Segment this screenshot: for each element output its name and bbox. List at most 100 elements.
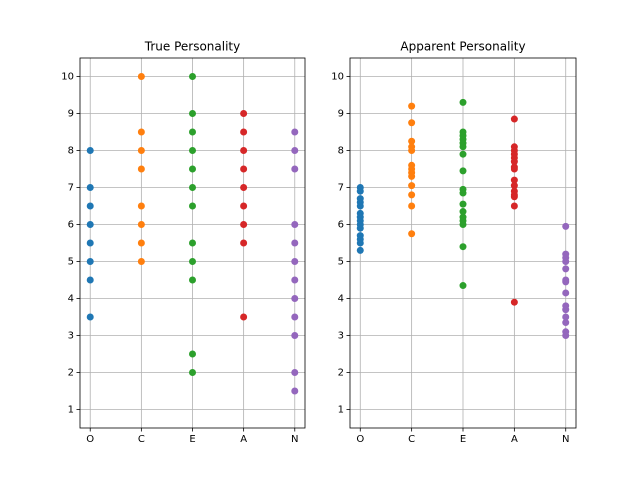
point [459, 189, 467, 197]
y-tick-label: 6 [68, 220, 74, 231]
point [86, 221, 94, 228]
point [86, 202, 94, 210]
point [408, 119, 416, 127]
point [510, 165, 518, 173]
x-tick-label: N [291, 434, 298, 445]
point [408, 137, 416, 145]
x-tick-label: O [356, 434, 364, 445]
point [408, 202, 416, 210]
y-tick-label: 8 [68, 146, 74, 157]
point [291, 165, 299, 173]
point [459, 150, 467, 158]
point [189, 73, 196, 80]
y-tick-label: 3 [68, 331, 74, 342]
point [137, 202, 145, 210]
point [356, 239, 364, 247]
point [240, 147, 248, 154]
point [240, 239, 248, 247]
point [137, 147, 145, 154]
point [408, 191, 416, 199]
point [510, 298, 518, 306]
point [137, 73, 145, 80]
point [562, 289, 570, 297]
y-tick-label: 4 [338, 294, 344, 305]
point [562, 222, 570, 230]
point [86, 147, 94, 154]
y-tick-label: 10 [331, 72, 344, 83]
point [562, 319, 570, 327]
point [189, 110, 196, 117]
point [240, 184, 248, 191]
point [291, 369, 299, 376]
y-tick-label: 7 [68, 183, 74, 194]
point [408, 147, 416, 154]
point [459, 282, 467, 290]
chart-title: Apparent Personality [400, 40, 525, 54]
point [137, 239, 145, 247]
point [562, 258, 570, 265]
x-tick-label: C [408, 434, 415, 445]
x-tick-label: E [460, 434, 466, 445]
point [562, 265, 570, 273]
point [291, 147, 299, 154]
y-tick-label: 1 [338, 405, 344, 416]
y-tick-label: 5 [68, 257, 74, 268]
point [510, 115, 518, 123]
axes-frame [349, 57, 577, 429]
point [459, 221, 467, 228]
point [562, 278, 570, 286]
point [510, 176, 518, 184]
y-tick-label: 3 [338, 331, 344, 342]
point [137, 128, 145, 136]
point [189, 128, 196, 136]
point [240, 221, 248, 228]
x-tick-label: A [240, 434, 247, 445]
point [291, 332, 299, 339]
y-tick-label: 2 [338, 368, 344, 379]
point [408, 172, 416, 180]
point [562, 313, 570, 321]
point [408, 102, 416, 110]
point [189, 258, 196, 265]
point [240, 165, 248, 173]
x-tick-label: N [562, 434, 569, 445]
y-tick-label: 8 [338, 146, 344, 157]
point [189, 165, 196, 173]
point [510, 182, 518, 190]
point [86, 184, 94, 191]
point [86, 276, 94, 284]
point [240, 313, 248, 321]
point [408, 182, 416, 190]
point [86, 239, 94, 247]
y-tick-label: 6 [338, 220, 344, 231]
point [137, 258, 145, 265]
point [562, 332, 570, 339]
point [86, 258, 94, 265]
y-tick-label: 2 [68, 368, 74, 379]
point [291, 258, 299, 265]
point [291, 128, 299, 136]
point [510, 202, 518, 210]
point [291, 295, 299, 302]
point [240, 202, 248, 210]
y-tick-label: 5 [338, 257, 344, 268]
point [189, 147, 196, 154]
point [240, 110, 248, 117]
point [189, 276, 196, 284]
point [240, 128, 248, 136]
point [459, 143, 467, 151]
y-tick-label: 9 [68, 109, 74, 120]
point [137, 221, 145, 228]
point [189, 239, 196, 247]
point [459, 167, 467, 175]
point [291, 387, 299, 395]
point [291, 239, 299, 247]
y-tick-label: 9 [338, 109, 344, 120]
point [562, 306, 570, 314]
point [86, 313, 94, 321]
point [459, 200, 467, 208]
point [291, 221, 299, 228]
point [189, 369, 196, 376]
point [408, 230, 416, 238]
